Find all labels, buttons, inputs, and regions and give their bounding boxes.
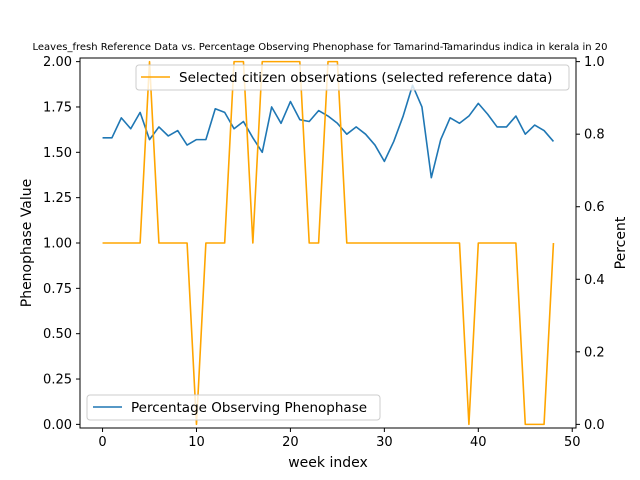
- right-y-tick-label: 0.4: [584, 273, 605, 288]
- right-y-tick-label: 0.0: [584, 418, 605, 433]
- left-y-tick-label: 0.50: [43, 327, 72, 342]
- x-tick-label: 0: [98, 435, 106, 450]
- legend-reference-label: Selected citizen observations (selected …: [179, 70, 552, 86]
- right-y-tick-label: 0.2: [584, 345, 605, 360]
- plot-lines: [102, 60, 555, 426]
- left-y-tick-label: 1.25: [43, 191, 72, 206]
- x-tick-label: 30: [376, 435, 393, 450]
- right-y-axis: 0.0 0.2 0.4 0.6 0.8 1.0: [576, 55, 605, 433]
- left-y-tick-label: 1.75: [43, 100, 72, 115]
- left-y-tick-label: 2.00: [43, 55, 72, 70]
- left-y-tick-label: 0.00: [43, 418, 72, 433]
- left-y-tick-label: 0.25: [43, 373, 72, 388]
- x-tick-label: 10: [188, 435, 205, 450]
- chart-title: Leaves_fresh Reference Data vs. Percenta…: [32, 42, 607, 53]
- left-y-tick-label: 1.00: [43, 237, 72, 252]
- left-y-tick-label: 1.50: [43, 146, 72, 161]
- right-y-tick-label: 0.6: [584, 200, 605, 215]
- left-y-axis: 0.00 0.25 0.50 0.75 1.00 1.25 1.50 1.75 2.00: [43, 55, 80, 433]
- right-y-tick-label: 1.0: [584, 55, 605, 70]
- right-y-axis-label: Percent: [613, 216, 629, 269]
- legend-percentage-label: Percentage Observing Phenophase: [131, 400, 367, 416]
- left-y-axis-label: Phenophase Value: [19, 179, 35, 308]
- x-axis-label: week index: [288, 455, 368, 471]
- x-tick-label: 40: [470, 435, 487, 450]
- legend-reference-data: Selected citizen observations (selected …: [135, 64, 570, 91]
- x-tick-label: 50: [564, 435, 581, 450]
- x-axis: 0 10 20 30 40 50: [98, 428, 581, 450]
- series-reference-line: [102, 60, 555, 426]
- right-y-tick-label: 0.8: [584, 128, 605, 143]
- x-tick-label: 20: [282, 435, 299, 450]
- series-percentage-line: [102, 84, 555, 179]
- left-y-tick-label: 0.75: [43, 282, 72, 297]
- legend-percentage: Percentage Observing Phenophase: [86, 394, 381, 421]
